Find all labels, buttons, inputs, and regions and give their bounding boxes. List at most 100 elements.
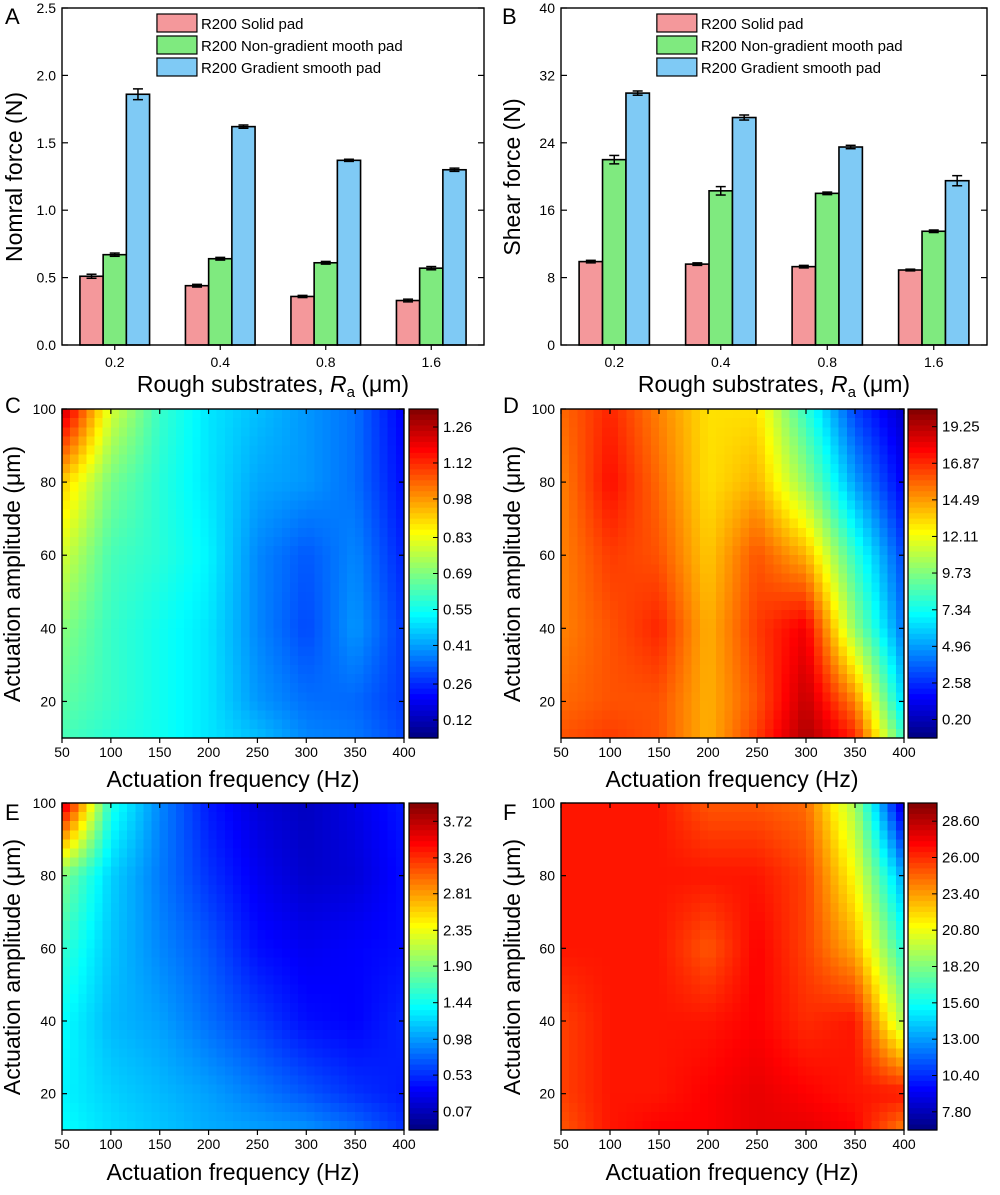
- heatmap-cell: [569, 418, 578, 428]
- heatmap-cell: [62, 454, 71, 465]
- heatmap-cell: [675, 491, 685, 501]
- heatmap-cell: [363, 436, 373, 447]
- heatmap-cell: [667, 646, 676, 657]
- legend-item: R200 Solid pad: [156, 13, 304, 33]
- heatmap-cell: [781, 509, 791, 520]
- heatmap-cell: [569, 719, 578, 730]
- heatmap-cell: [789, 600, 799, 611]
- heatmap-cell: [167, 921, 177, 931]
- heatmap-cell: [699, 719, 709, 730]
- heatmap-cell: [732, 655, 742, 666]
- heatmap-cell: [330, 803, 340, 813]
- heatmap-cell: [159, 719, 169, 730]
- heatmap-cell: [216, 509, 226, 520]
- heatmap-cell: [176, 1030, 185, 1040]
- heatmap-cell: [634, 719, 644, 730]
- heatmap-cell: [200, 463, 210, 474]
- heatmap-cell: [395, 1057, 405, 1068]
- heatmap-cell: [281, 957, 291, 968]
- heatmap-cell: [159, 948, 169, 959]
- heatmap-cell: [789, 418, 799, 428]
- heatmap-cell: [355, 509, 364, 520]
- heatmap-cell: [135, 1039, 145, 1049]
- heatmap-cell: [70, 921, 79, 931]
- legend-swatch: [156, 13, 198, 33]
- heatmap-cell: [273, 884, 283, 895]
- heatmap-cell: [110, 821, 120, 831]
- heatmap-cell: [94, 975, 104, 986]
- heatmap-cell: [667, 564, 676, 575]
- heatmap-cell: [371, 948, 381, 959]
- heatmap-cell: [814, 582, 823, 593]
- heatmap-cell: [363, 948, 373, 959]
- heatmap-cell: [716, 491, 725, 501]
- heatmap-cell: [167, 436, 177, 447]
- heatmap-cell: [249, 664, 259, 675]
- bar: [791, 265, 817, 346]
- heatmap-cell: [732, 692, 742, 703]
- y-axis-label: Nomral force (N): [1, 92, 27, 262]
- heatmap-cell: [184, 821, 193, 831]
- heatmap-cell: [151, 482, 161, 492]
- heatmap-cell: [683, 628, 693, 639]
- heatmap-cell: [371, 1075, 381, 1086]
- heatmap-cell: [395, 875, 405, 886]
- heatmap-cell: [143, 409, 153, 419]
- heatmap-cell: [94, 939, 104, 949]
- heatmap-cell: [208, 884, 218, 895]
- heatmap-cell: [634, 491, 644, 501]
- y-tick-label: 1.0: [37, 202, 57, 218]
- heatmap-cell: [159, 536, 169, 547]
- heatmap-cell: [86, 536, 96, 547]
- heatmap-cell: [395, 839, 405, 850]
- heatmap-cell: [94, 710, 104, 721]
- heatmap-cell: [143, 546, 153, 556]
- heatmap-cell: [110, 463, 120, 474]
- heatmap-cell: [143, 728, 153, 739]
- heatmap-cell: [176, 600, 185, 611]
- heatmap-cell: [119, 948, 128, 959]
- heatmap-cell: [273, 1075, 283, 1086]
- heatmap-cell: [298, 536, 307, 547]
- heatmap-cell: [765, 500, 774, 511]
- heatmap-cell: [257, 912, 267, 922]
- heatmap-cell: [387, 536, 397, 547]
- heatmap-cell: [355, 912, 364, 922]
- colorbar-segment: [409, 441, 438, 448]
- heatmap-cell: [241, 1030, 250, 1040]
- heatmap-cell: [192, 821, 202, 831]
- heatmap-cell: [78, 1066, 88, 1077]
- heatmap-cell: [699, 628, 709, 639]
- heatmap-cell: [70, 664, 79, 675]
- heatmap-cell: [395, 546, 405, 556]
- heatmap-cell: [347, 984, 356, 995]
- heatmap-cell: [78, 821, 88, 831]
- heatmap-cell: [667, 463, 676, 474]
- colorbar-segment: [908, 518, 937, 525]
- heatmap-cell: [363, 912, 373, 922]
- heatmap-cell: [561, 728, 570, 739]
- heatmap-cell: [224, 848, 234, 859]
- heatmap-cell: [797, 573, 807, 584]
- y-tick-label: 16: [539, 202, 555, 218]
- heatmap-cell: [314, 664, 324, 675]
- colorbar-tick-label: 4.96: [942, 638, 971, 655]
- heatmap-cell: [192, 1057, 202, 1068]
- heatmap-cell: [143, 1066, 153, 1077]
- heatmap-cell: [855, 573, 864, 584]
- heatmap-cell: [265, 491, 275, 501]
- heatmap-cell: [347, 664, 356, 675]
- heatmap-cell: [233, 692, 242, 703]
- heatmap-cell: [322, 803, 332, 813]
- heatmap-cell: [379, 1057, 389, 1068]
- heatmap-cell: [871, 610, 881, 620]
- colorbar-segment: [908, 441, 937, 448]
- heatmap-cell: [797, 591, 807, 602]
- heatmap-cell: [176, 1039, 185, 1049]
- heatmap-cell: [306, 912, 316, 922]
- heatmap-cell: [691, 637, 701, 648]
- heatmap-cell: [830, 619, 840, 629]
- heatmap-cell: [241, 482, 250, 492]
- heatmap-cell: [281, 912, 291, 922]
- heatmap-cell: [298, 619, 307, 629]
